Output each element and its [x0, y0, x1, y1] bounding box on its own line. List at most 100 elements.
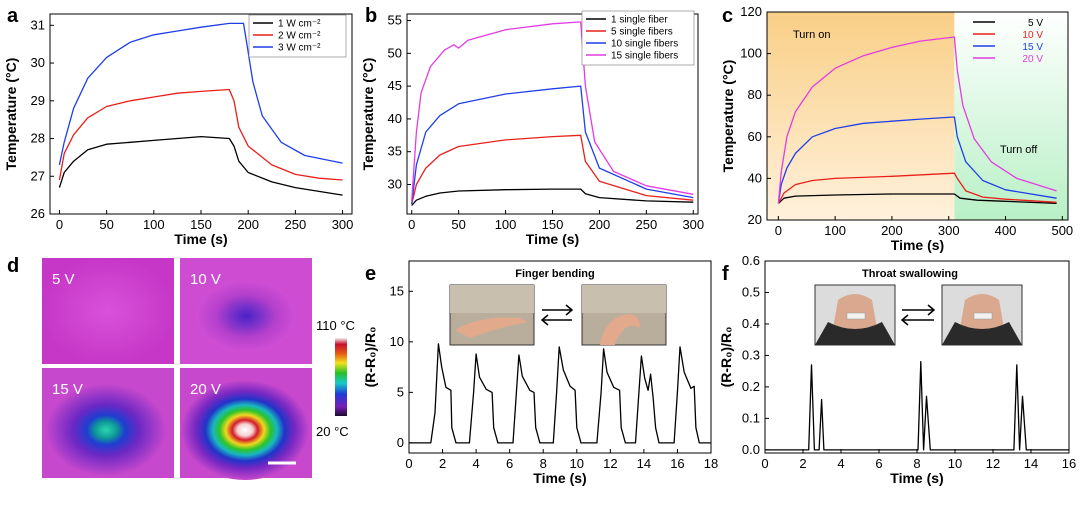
- x-tick-label: 300: [332, 217, 354, 232]
- y-tick-label: 0: [397, 435, 404, 450]
- turn-off-label: Turn off: [1000, 144, 1038, 156]
- x-tick-label: 300: [682, 217, 704, 232]
- x-tick-label: 8: [913, 456, 920, 471]
- x-tick-label: 200: [589, 217, 611, 232]
- x-axis-title: Time (s): [891, 237, 944, 253]
- arrow-left-icon: [900, 314, 934, 326]
- tile-label-20v: 20 V: [190, 381, 221, 398]
- x-tick-label: 200: [237, 217, 259, 232]
- x-tick-label: 10: [570, 456, 584, 471]
- y-tick-label: 120: [740, 4, 762, 19]
- arrow-left-icon: [540, 314, 572, 326]
- series-line-b-3: [411, 21, 694, 201]
- x-tick-label: 0: [56, 217, 63, 232]
- x-tick-label: 100: [143, 217, 165, 232]
- y-tick-label: 55: [388, 13, 402, 28]
- legend-box: [248, 14, 347, 58]
- chart-b: 0 50 100 150 200 250 300 30 35 40 45 50 55 Time (s) Te…: [360, 10, 704, 247]
- finger-bending-title: Finger bending: [515, 268, 594, 280]
- legend-label: 10 single fibers: [611, 39, 678, 50]
- chart-e: 0 2 4 6 8 10 12 14 16 18 0 5 10 15 Time (s) (R-R₀)/R₀: [362, 260, 718, 486]
- y-tick-label: 26: [31, 206, 45, 221]
- y-tick-label: 0.4: [742, 316, 760, 331]
- panel-letter-a: a: [7, 5, 19, 27]
- x-tick-label: 50: [451, 217, 465, 232]
- x-axis-title: Time (s): [174, 231, 227, 247]
- series-line-c-3: [777, 36, 1057, 204]
- panel-letter-f: f: [722, 263, 729, 285]
- thermal-tile-5v: [42, 258, 174, 364]
- arrow-right-icon: [542, 304, 574, 316]
- legend: 1 W cm⁻²2 W cm⁻²3 W cm⁻²: [248, 14, 347, 58]
- x-tick-label: 0: [405, 456, 412, 471]
- x-tick-label: 2: [439, 456, 446, 471]
- series-line-a-1: [58, 88, 343, 181]
- y-tick-label: 0.3: [742, 347, 760, 362]
- series-line-b-2: [411, 85, 694, 205]
- heating-phase-region: [767, 12, 955, 220]
- x-tick-label: 200: [881, 223, 903, 238]
- x-axis-title: Time (s): [533, 470, 586, 486]
- tile-label-15v: 15 V: [52, 381, 83, 398]
- throat-swallowing-inset: [814, 284, 1023, 346]
- x-tick-label: 16: [1062, 456, 1076, 471]
- legend-label: 10 V: [1022, 30, 1043, 41]
- legend-label: 15 V: [1022, 42, 1043, 53]
- x-tick-label: 2: [799, 456, 806, 471]
- series-line-a-0: [58, 135, 343, 196]
- colorbar-gradient: [335, 338, 347, 416]
- legend: 5 V10 V15 V20 V: [973, 18, 1043, 65]
- series-line-a-2: [58, 22, 343, 166]
- x-axis-title: Time (s): [526, 231, 579, 247]
- x-tick-label: 14: [1024, 456, 1038, 471]
- series-line-e-0: [409, 343, 711, 444]
- y-tick-label: 20: [748, 212, 762, 227]
- legend-label: 1 single fiber: [611, 15, 668, 26]
- series-line-c-1: [777, 172, 1057, 204]
- panel-letter-d: d: [7, 255, 19, 277]
- y-tick-label: 28: [31, 131, 45, 146]
- tile-label-10v: 10 V: [190, 271, 221, 288]
- x-tick-label: 12: [986, 456, 1000, 471]
- y-tick-label: 0.0: [742, 442, 760, 457]
- x-tick-label: 250: [285, 217, 307, 232]
- y-tick-label: 45: [388, 78, 402, 93]
- x-tick-label: 0: [775, 223, 782, 238]
- x-tick-label: 10: [948, 456, 962, 471]
- legend-box: [581, 10, 695, 66]
- colorbar: 110 °C 20 °C: [316, 318, 355, 439]
- x-tick-label: 250: [636, 217, 658, 232]
- y-tick-label: 60: [748, 129, 762, 144]
- colorbar-max-label: 110 °C: [316, 318, 355, 333]
- x-tick-label: 14: [637, 456, 651, 471]
- y-tick-label: 40: [748, 170, 762, 185]
- y-tick-label: 10: [390, 334, 404, 349]
- y-tick-label: 50: [388, 45, 402, 60]
- y-tick-label: 80: [748, 87, 762, 102]
- x-tick-label: 4: [472, 456, 479, 471]
- y-tick-label: 30: [31, 55, 45, 70]
- panel-letter-b: b: [365, 5, 377, 27]
- x-tick-label: 100: [824, 223, 846, 238]
- x-tick-label: 12: [603, 456, 617, 471]
- x-axis-title: Time (s): [890, 470, 943, 486]
- legend-label: 5 V: [1028, 18, 1043, 29]
- x-tick-label: 8: [540, 456, 547, 471]
- colorbar-min-label: 20 °C: [316, 424, 349, 439]
- legend-label: 5 single fibers: [611, 27, 673, 38]
- x-tick-label: 16: [670, 456, 684, 471]
- series-line-b-1: [411, 134, 694, 205]
- x-tick-label: 6: [506, 456, 513, 471]
- x-tick-label: 500: [1051, 223, 1073, 238]
- y-tick-label: 35: [388, 144, 402, 159]
- x-tick-label: 6: [875, 456, 882, 471]
- y-tick-label: 0.6: [742, 253, 760, 268]
- throat-swallowing-title: Throat swallowing: [862, 268, 958, 280]
- y-tick-label: 40: [388, 111, 402, 126]
- x-tick-label: 4: [837, 456, 844, 471]
- x-tick-label: 150: [542, 217, 564, 232]
- legend-label: 1 W cm⁻²: [278, 19, 321, 30]
- y-axis-title: Temperature (°C): [360, 58, 376, 171]
- legend-label: 20 V: [1022, 54, 1043, 65]
